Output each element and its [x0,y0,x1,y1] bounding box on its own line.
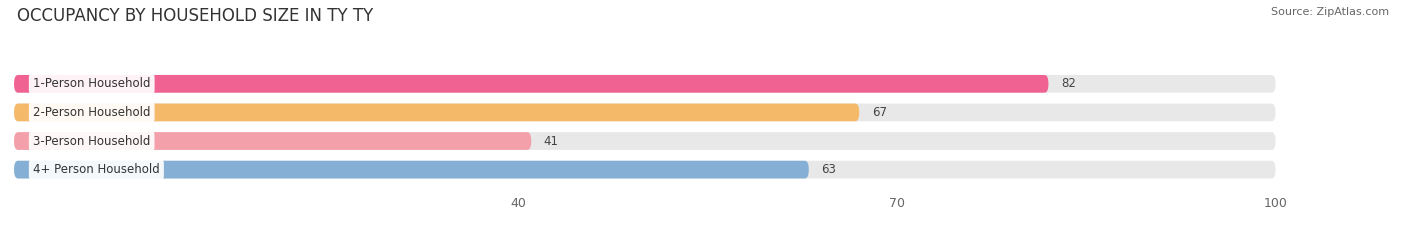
Text: 4+ Person Household: 4+ Person Household [32,163,160,176]
Text: 41: 41 [544,134,558,147]
FancyBboxPatch shape [14,75,1049,93]
FancyBboxPatch shape [14,103,1275,121]
Text: 63: 63 [821,163,837,176]
Text: 82: 82 [1062,77,1076,90]
Text: Source: ZipAtlas.com: Source: ZipAtlas.com [1271,7,1389,17]
Text: OCCUPANCY BY HOUSEHOLD SIZE IN TY TY: OCCUPANCY BY HOUSEHOLD SIZE IN TY TY [17,7,373,25]
Text: 67: 67 [872,106,887,119]
FancyBboxPatch shape [14,132,1275,150]
FancyBboxPatch shape [14,161,1275,178]
FancyBboxPatch shape [14,75,1275,93]
FancyBboxPatch shape [14,132,531,150]
Text: 2-Person Household: 2-Person Household [32,106,150,119]
FancyBboxPatch shape [14,103,859,121]
FancyBboxPatch shape [14,161,808,178]
Text: 3-Person Household: 3-Person Household [32,134,150,147]
Text: 1-Person Household: 1-Person Household [32,77,150,90]
